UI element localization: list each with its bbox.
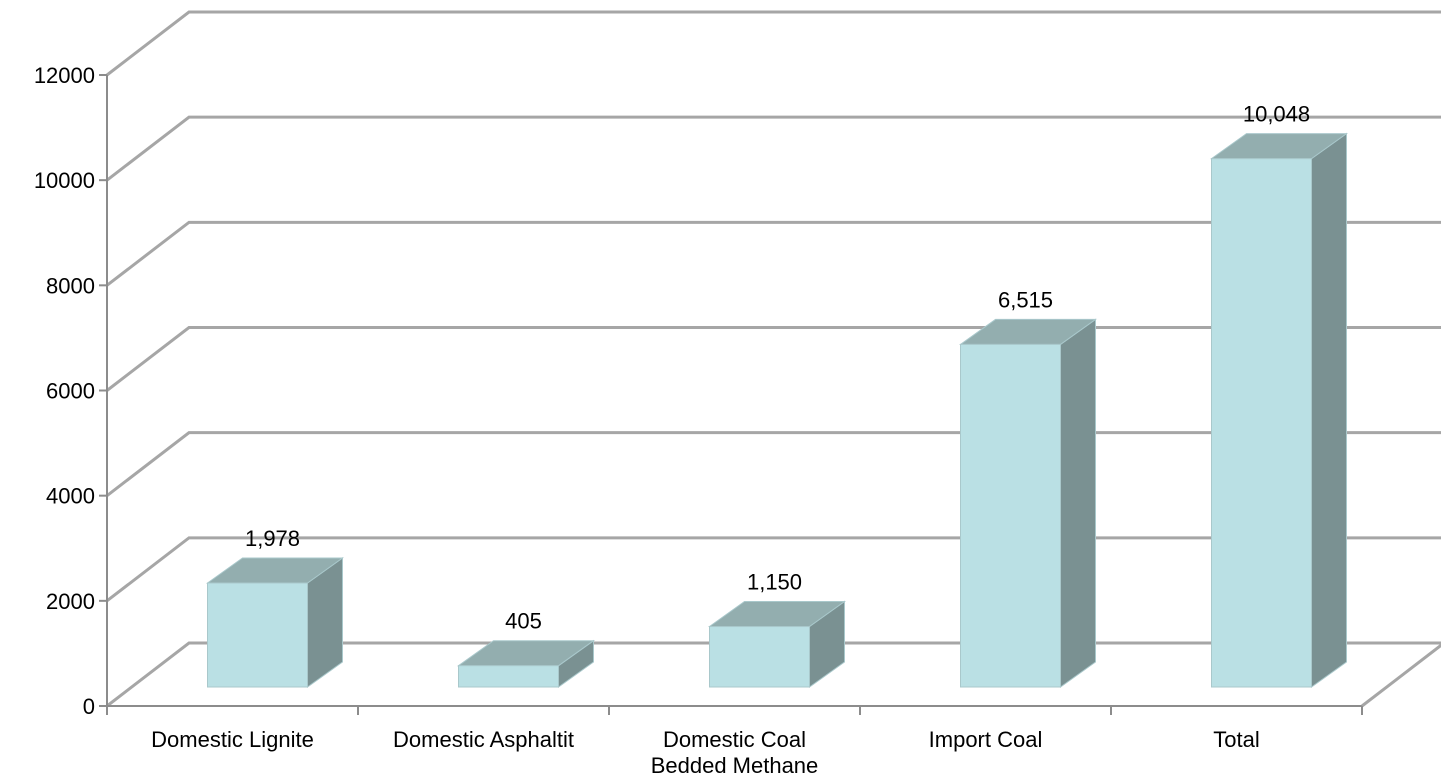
data-label: 10,048 xyxy=(1243,102,1310,127)
bar xyxy=(1209,132,1349,688)
x-tick-label-line: Import Coal xyxy=(929,727,1043,752)
bar xyxy=(958,318,1098,688)
y-tick-label: 10000 xyxy=(34,168,95,193)
y-tick-labels: 0 2000 4000 6000 8000 10000 12000 xyxy=(34,63,107,719)
bar-front-face xyxy=(960,343,1061,688)
y-tick-label: 8000 xyxy=(46,273,95,298)
x-tick-label: Total xyxy=(1213,727,1259,752)
x-tick-label-line: Total xyxy=(1213,727,1259,752)
data-label: 1,150 xyxy=(747,570,802,595)
bar-front-face xyxy=(458,665,559,688)
bar xyxy=(707,600,847,688)
y-tick-label: 4000 xyxy=(46,484,95,509)
bars xyxy=(205,132,1349,688)
x-tick-label-line: Domestic Asphaltit xyxy=(393,727,574,752)
bar-front-face xyxy=(1211,158,1312,688)
data-label: 405 xyxy=(505,609,542,634)
bar-front-face xyxy=(709,626,810,688)
x-tick-label-line: Bedded Methane xyxy=(651,753,819,778)
bar xyxy=(456,639,596,688)
x-tick-label: Import Coal xyxy=(929,727,1043,752)
x-tick-label-line: Domestic Lignite xyxy=(151,727,314,752)
x-tick-label: Domestic Asphaltit xyxy=(393,727,574,752)
bar-front-face xyxy=(207,582,308,688)
data-label: 1,978 xyxy=(245,526,300,551)
data-labels: 1,978 405 1,150 6,515 10,048 xyxy=(245,102,1310,634)
gridlines xyxy=(106,10,1441,708)
bar xyxy=(205,557,345,688)
x-tick-label: Domestic Lignite xyxy=(151,727,314,752)
bar-side-face xyxy=(1060,318,1096,688)
y-tick-label: 6000 xyxy=(46,379,95,404)
gridline xyxy=(106,115,1441,182)
y-tick-label: 12000 xyxy=(34,63,95,88)
gridline xyxy=(106,10,1441,77)
gridline xyxy=(106,220,1441,287)
floor-right-edge xyxy=(1361,643,1441,708)
x-tick-label: Domestic Coal Bedded Methane xyxy=(651,727,819,778)
y-tick-label: 2000 xyxy=(46,589,95,614)
x-tick-label-line: Domestic Coal xyxy=(663,727,806,752)
x-tick-labels: Domestic Lignite Domestic Asphaltit Domest… xyxy=(151,727,1260,778)
data-label: 6,515 xyxy=(998,287,1053,312)
y-tick-label: 0 xyxy=(83,694,95,719)
bar-side-face xyxy=(1311,132,1347,688)
